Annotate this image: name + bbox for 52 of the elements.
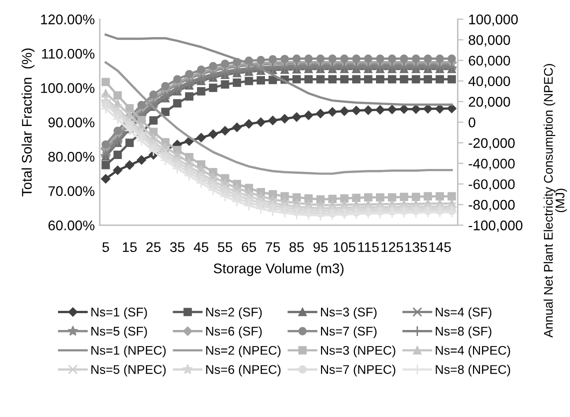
y-tick-label: 90.00% xyxy=(48,118,94,128)
y2-tick-label: 20,000 xyxy=(468,96,510,108)
x-tick-label: 5 xyxy=(102,242,109,252)
y-tick-label: 70.00% xyxy=(48,186,94,196)
y2-tick-label: 80,000 xyxy=(468,35,510,47)
legend-label: Ns=3 (NPEC) xyxy=(321,346,396,358)
x-tick-label: 35 xyxy=(170,242,184,252)
legend-label: Ns=4 (SF) xyxy=(436,307,492,319)
x-tick-label: 25 xyxy=(146,242,161,252)
x-tick-label: 135 xyxy=(405,242,427,252)
legend-label: Ns=5 (SF) xyxy=(91,326,147,338)
y2-tick-label: -80,000 xyxy=(468,200,515,212)
y2-tick-label: -60,000 xyxy=(468,179,515,191)
x-tick-label: 65 xyxy=(242,242,256,252)
y-tick-label: 60.00% xyxy=(48,220,94,230)
y2-tick-label: -100,000 xyxy=(468,220,522,232)
y2-tick-label: 0 xyxy=(468,118,476,128)
x-tick-label: 145 xyxy=(429,242,451,252)
x-tick-label: 85 xyxy=(290,242,304,252)
y2-tick-label: -40,000 xyxy=(468,158,515,170)
legend-label: Ns=7 (NPEC) xyxy=(321,364,396,376)
y2-axis-title: Annual Net Plant Electricity Consumption (NPEC) (MJ) xyxy=(544,64,567,338)
legend-label: Ns=2 (NPEC) xyxy=(206,346,280,358)
x-tick-label: 75 xyxy=(266,242,280,252)
legend-label: Ns=5 (NPEC) xyxy=(91,364,166,376)
legend-label: Ns=1 (SF) xyxy=(91,307,147,319)
x-axis-title: Storage Volume (m3) xyxy=(214,263,344,276)
x-tick-label: 15 xyxy=(122,242,137,252)
y-tick-label: 100.00% xyxy=(41,83,94,94)
legend-label: Ns=2 (SF) xyxy=(206,307,262,319)
x-tick-label: 115 xyxy=(358,242,379,252)
x-tick-label: 105 xyxy=(334,242,356,252)
y-tick-label: 80.00% xyxy=(48,152,94,162)
legend-label: Ns=3 (SF) xyxy=(321,307,377,319)
y2-tick-label: 60,000 xyxy=(468,56,510,68)
legend-label: Ns=4 (NPEC) xyxy=(436,346,510,358)
y-tick-label: 110.00% xyxy=(42,48,94,59)
legend-label: Ns=7 (SF) xyxy=(321,326,377,338)
x-tick-label: 95 xyxy=(313,242,328,252)
legend-label: Ns=8 (NPEC) xyxy=(436,364,510,376)
x-tick-label: 45 xyxy=(194,242,208,252)
legend-label: Ns=6 (NPEC) xyxy=(206,364,280,376)
y-axis-title: Total Solar Fraction (%) xyxy=(22,48,34,196)
y2-tick-label: 40,000 xyxy=(468,76,510,88)
legend-label: Ns=6 (SF) xyxy=(206,326,262,338)
y2-tick-label: -20,000 xyxy=(468,138,515,150)
legend-label: Ns=8 (SF) xyxy=(436,326,492,338)
y-tick-label: 120.00% xyxy=(41,14,94,24)
legend-label: Ns=1 (NPEC) xyxy=(91,346,166,358)
y2-tick-label: 100,000 xyxy=(469,14,518,26)
x-tick-label: 55 xyxy=(218,242,232,252)
x-tick-label: 125 xyxy=(382,242,404,252)
